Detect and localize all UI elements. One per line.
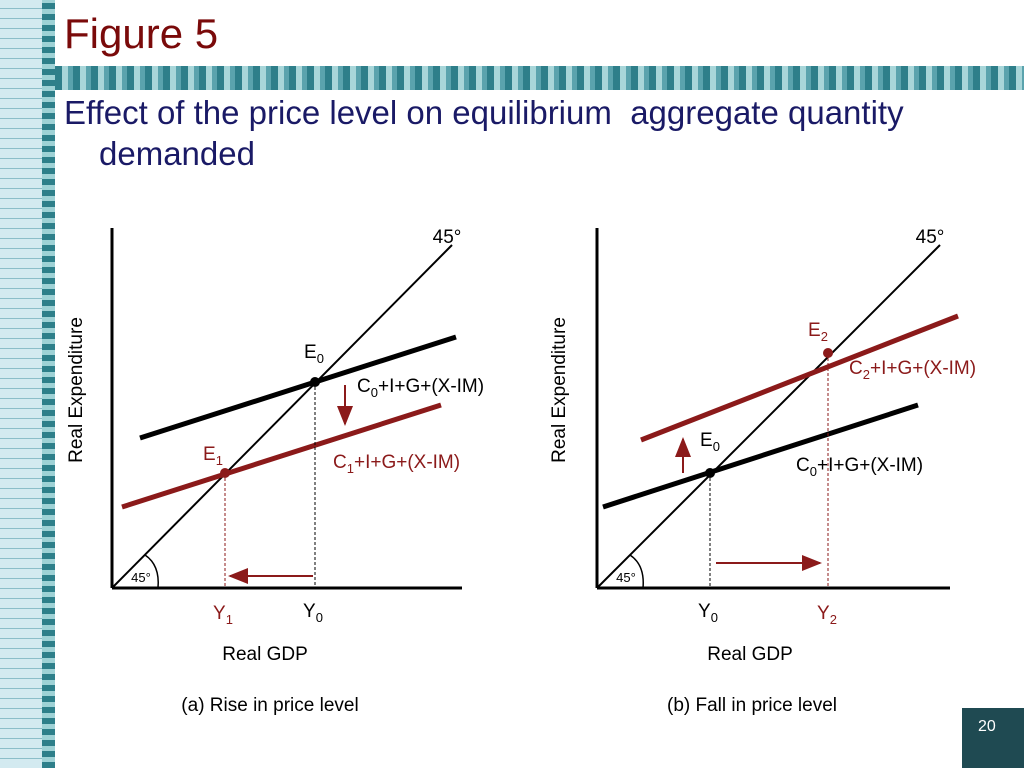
point-label: E0 bbox=[700, 430, 720, 454]
title: Figure 5 bbox=[64, 10, 219, 57]
curve-label: C2+I+G+(X-IM) bbox=[849, 358, 976, 382]
curve-label: C0+I+G+(X-IM) bbox=[796, 455, 923, 479]
y-axis-label: Real Expenditure bbox=[549, 317, 570, 463]
point-label: E0 bbox=[304, 342, 324, 366]
curve-red bbox=[640, 313, 959, 443]
page-number: 20 bbox=[978, 718, 996, 735]
point-label: E1 bbox=[203, 444, 223, 468]
x-mark-label: Y0 bbox=[698, 601, 718, 625]
point bbox=[705, 468, 715, 478]
curve-black bbox=[139, 334, 457, 441]
45-line bbox=[111, 244, 453, 589]
caption: (a) Rise in price level bbox=[181, 695, 358, 716]
x-axis-label: Real GDP bbox=[707, 644, 793, 665]
decor-corner bbox=[962, 708, 1024, 768]
curve-label: C1+I+G+(X-IM) bbox=[333, 452, 460, 476]
subtitle: Effect of the price level on equilibrium… bbox=[64, 94, 913, 173]
panel-a bbox=[110, 228, 462, 590]
decor-band bbox=[55, 66, 1024, 90]
angle-label: 45° bbox=[616, 570, 636, 585]
curve-label: C0+I+G+(X-IM) bbox=[357, 376, 484, 400]
point bbox=[310, 377, 320, 387]
45-line bbox=[596, 244, 941, 589]
caption: (b) Fall in price level bbox=[667, 695, 837, 716]
y-axis-label: Real Expenditure bbox=[66, 317, 87, 463]
angle-label: 45° bbox=[131, 570, 151, 585]
point bbox=[220, 468, 230, 478]
angle-label: 45° bbox=[916, 227, 945, 248]
x-axis-label: Real GDP bbox=[222, 644, 308, 665]
angle-arc bbox=[144, 554, 159, 589]
point-label: E2 bbox=[808, 320, 828, 344]
point bbox=[823, 348, 833, 358]
curve-black bbox=[602, 402, 919, 510]
curve-red bbox=[121, 402, 442, 510]
angle-label: 45° bbox=[433, 227, 462, 248]
angle-arc bbox=[629, 554, 644, 589]
x-mark-label: Y0 bbox=[303, 601, 323, 625]
panel-b bbox=[595, 228, 959, 590]
x-mark-label: Y2 bbox=[817, 603, 837, 627]
decor-strip bbox=[42, 0, 55, 768]
x-mark-label: Y1 bbox=[213, 603, 233, 627]
